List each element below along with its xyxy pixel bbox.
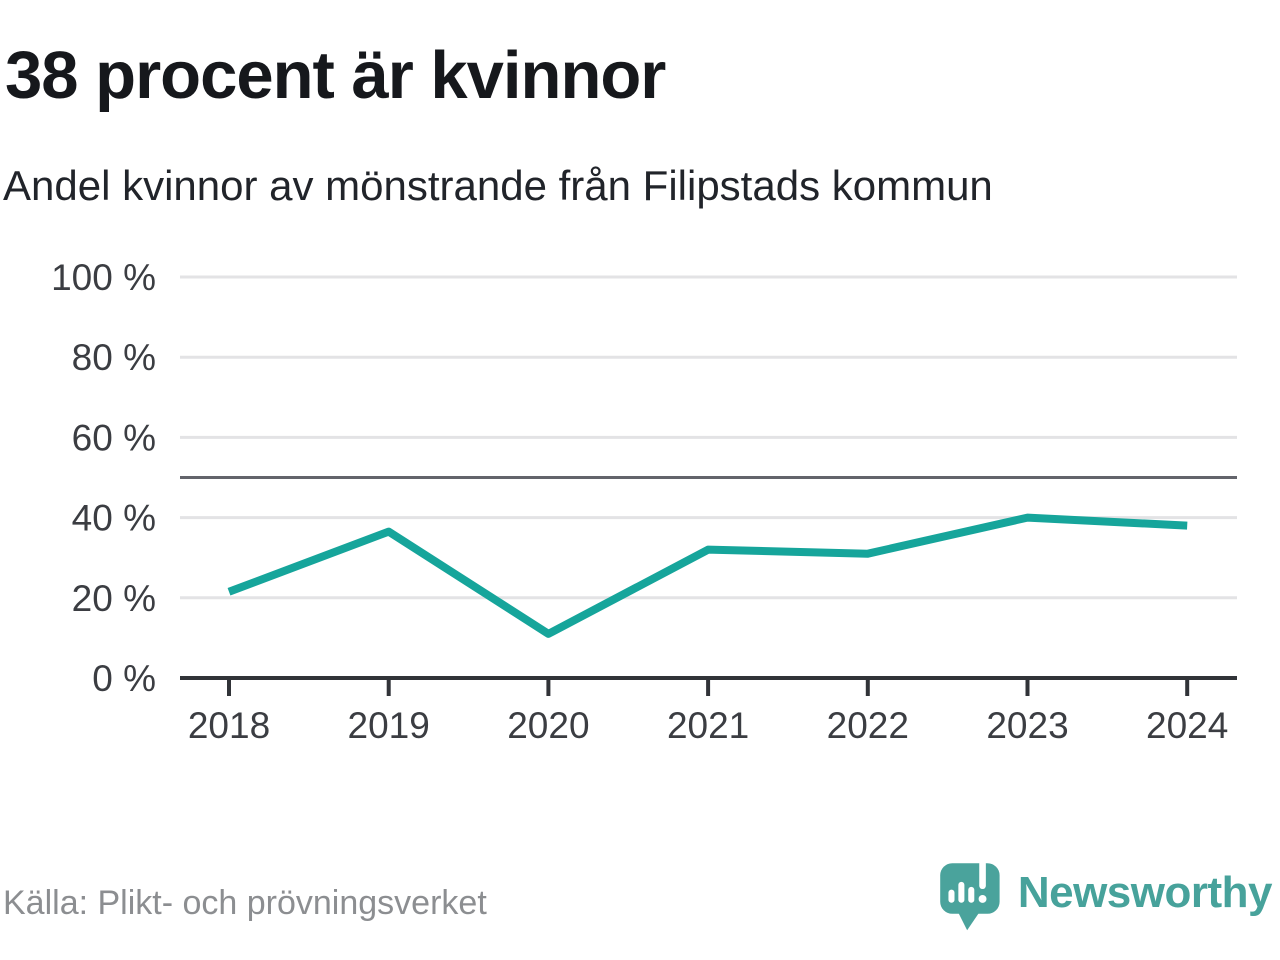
logo-bar-2 (958, 881, 965, 903)
y-tick-label: 100 % (51, 257, 156, 298)
y-tick-label: 80 % (72, 337, 156, 378)
x-tick-label: 2022 (827, 705, 909, 746)
x-tick-label: 2019 (348, 705, 430, 746)
source-note: Källa: Plikt- och prövningsverket (3, 884, 487, 922)
x-tick-label: 2023 (986, 705, 1068, 746)
y-tick-label: 60 % (72, 417, 156, 458)
x-tick-label: 2024 (1146, 705, 1228, 746)
chart-subtitle: Andel kvinnor av mönstrande från Filipst… (3, 162, 993, 209)
newsworthy-icon (940, 860, 1000, 931)
logo-bar-3 (968, 886, 975, 903)
y-tick-label: 0 % (92, 658, 156, 699)
logo-bar-1 (948, 889, 955, 903)
chart-title: 38 procent är kvinnor (5, 38, 666, 113)
x-tick-label: 2020 (507, 705, 589, 746)
brand-name: Newsworthy (1017, 868, 1273, 917)
logo-exclamation-bar (979, 860, 986, 890)
logo-bubble-tail (957, 911, 980, 931)
y-tick-label: 20 % (72, 578, 156, 619)
x-tick-label: 2018 (188, 705, 270, 746)
y-tick-label: 40 % (72, 498, 156, 539)
logo-exclamation-dot (978, 894, 987, 903)
x-tick-label: 2021 (667, 705, 749, 746)
data-line (227, 513, 1188, 638)
newsworthy-logo: Newsworthy (938, 855, 1273, 933)
